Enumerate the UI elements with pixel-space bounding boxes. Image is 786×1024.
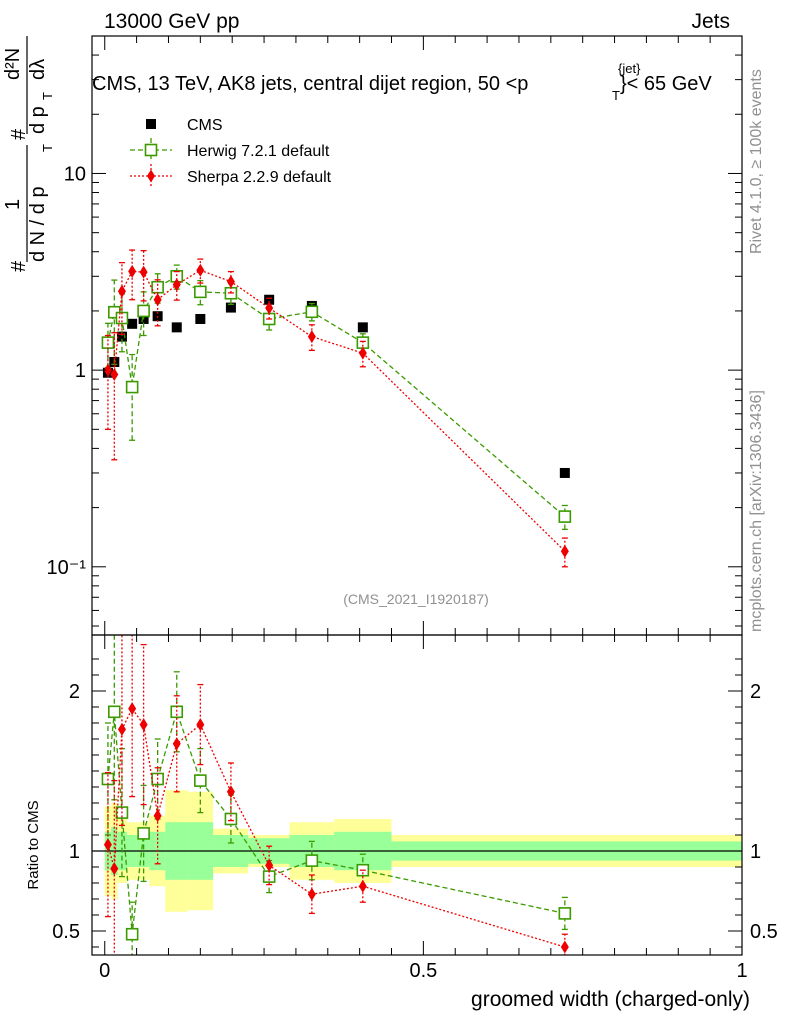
legend-marker xyxy=(147,169,155,183)
ratio-y-tick-label: 0.5 xyxy=(52,921,80,943)
main-data-point xyxy=(307,330,316,344)
ratio-panel: 2 21 10.5 0.50 0.5 1 xyxy=(52,634,778,982)
x-axis-label: groomed width (charged-only) xyxy=(471,988,750,1011)
ratio-data-point xyxy=(108,705,121,719)
x-tick-label: 0 xyxy=(99,960,110,982)
main-data-point xyxy=(151,280,164,294)
ylabel-t-sub-1: T xyxy=(40,144,55,152)
ratio-data-point xyxy=(558,907,572,920)
ylabel-t-sub-2: T xyxy=(40,92,55,100)
legend-entry: Herwig 7.2.1 default xyxy=(130,138,330,162)
main-data-point xyxy=(196,263,205,277)
ylabel-dlambda: dλ xyxy=(27,59,49,80)
main-y-tick-label: 10 xyxy=(64,163,86,185)
legend-entry: Sherpa 2.2.9 default xyxy=(130,164,332,188)
main-data-point xyxy=(265,301,274,315)
ratio-data-point xyxy=(358,879,367,893)
title-tail: }< 65 GeV xyxy=(620,73,712,95)
ratio-y-tick-label-right: 2 xyxy=(750,681,761,703)
main-data-point xyxy=(357,322,368,333)
main-data-point xyxy=(194,285,207,299)
ratio-data-point xyxy=(128,702,137,716)
main-y-tick-label: 1 xyxy=(75,360,86,382)
ratio-data-point xyxy=(110,862,119,876)
ratio-frame xyxy=(91,634,743,956)
main-y-axis-label: # 1 d N / d p T # d²N d p T dλ xyxy=(2,36,55,272)
ratio-y-tick-label-right: 1 xyxy=(750,841,761,863)
main-data-point xyxy=(305,305,319,319)
x-tick-label: 0.5 xyxy=(409,960,437,982)
main-data-point xyxy=(225,302,236,313)
legend-marker xyxy=(146,119,156,129)
legend: CMS Herwig 7.2.1 default Sherpa 2.2.9 defa… xyxy=(130,117,332,188)
main-data-point xyxy=(117,284,126,298)
title-sup: {jet} xyxy=(618,61,641,76)
ratio-y-tick-label: 1 xyxy=(69,841,80,863)
legend-entry: CMS xyxy=(146,117,223,134)
x-tick-label: 1 xyxy=(736,960,747,982)
ratio-data-point xyxy=(196,718,205,732)
plot-title: CMS, 13 TeV, AK8 jets, central dijet reg… xyxy=(92,73,528,95)
main-data-point xyxy=(110,368,119,382)
main-data-point xyxy=(137,304,150,318)
ylabel-dn-dpt: d N / d p xyxy=(27,186,49,262)
title-sub: T xyxy=(612,88,620,103)
legend-label: Herwig 7.2.1 default xyxy=(187,143,330,160)
ratio-data-point xyxy=(226,785,235,799)
main-data-point xyxy=(139,265,148,279)
ratio-data-point xyxy=(305,854,319,867)
ylabel-hash-1: # xyxy=(8,260,30,272)
main-data-point xyxy=(558,510,572,523)
analysis-watermark: (CMS_2021_I1920187) xyxy=(343,591,489,607)
header-right: Jets xyxy=(691,10,730,33)
ratio-data-point xyxy=(137,827,150,840)
main-data-point xyxy=(172,278,181,292)
ratio-data-point xyxy=(103,838,112,852)
main-data-point xyxy=(171,322,182,333)
main-data-layer xyxy=(101,249,572,568)
rivet-label: Rivet 4.1.0, ≥ 100k events xyxy=(748,69,765,254)
main-data-point xyxy=(560,544,569,558)
main-data-point xyxy=(358,346,367,360)
ratio-data-point xyxy=(265,858,274,872)
ratio-data-point xyxy=(560,940,569,954)
ratio-y-axis-label: Ratio to CMS xyxy=(25,800,42,889)
main-series-line xyxy=(107,275,566,518)
ratio-data-point xyxy=(125,927,139,941)
main-data-point xyxy=(264,294,275,305)
main-data-point xyxy=(103,363,112,377)
ratio-y-tick-label-right: 0.5 xyxy=(750,921,778,943)
ylabel-dpt: d p xyxy=(27,106,49,134)
main-data-point xyxy=(559,467,570,478)
ratio-y-tick-label: 2 xyxy=(69,681,80,703)
ratio-data-point xyxy=(172,737,181,751)
main-series-line xyxy=(107,269,566,552)
main-data-point xyxy=(128,264,137,278)
main-data-point xyxy=(195,313,206,324)
mcplots-label: mcplots.cern.ch [arXiv:1306.3436] xyxy=(748,390,765,632)
main-data-point xyxy=(153,293,162,307)
main-panel: 10 1 10⁻¹ xyxy=(47,35,743,636)
legend-label: CMS xyxy=(187,117,223,134)
ylabel-d2n: d²N xyxy=(2,48,24,80)
main-y-tick-label: 10⁻¹ xyxy=(47,557,87,579)
ylabel-one: 1 xyxy=(2,199,24,210)
header-left: 13000 GeV pp xyxy=(104,10,239,33)
main-data-point xyxy=(125,380,139,394)
ratio-data-layer xyxy=(92,635,742,955)
legend-label: Sherpa 2.2.9 default xyxy=(187,169,332,186)
ratio-data-point xyxy=(194,774,207,787)
legend-marker xyxy=(144,143,158,157)
main-data-point xyxy=(226,275,235,289)
ratio-data-point xyxy=(307,887,316,901)
ratio-data-point xyxy=(153,809,162,823)
main-data-point xyxy=(101,336,115,349)
main-data-point xyxy=(116,331,127,342)
ylabel-hash-2: # xyxy=(8,128,30,140)
ratio-data-point xyxy=(117,722,126,736)
ratio-data-point xyxy=(139,718,148,732)
main-data-point xyxy=(127,318,138,329)
